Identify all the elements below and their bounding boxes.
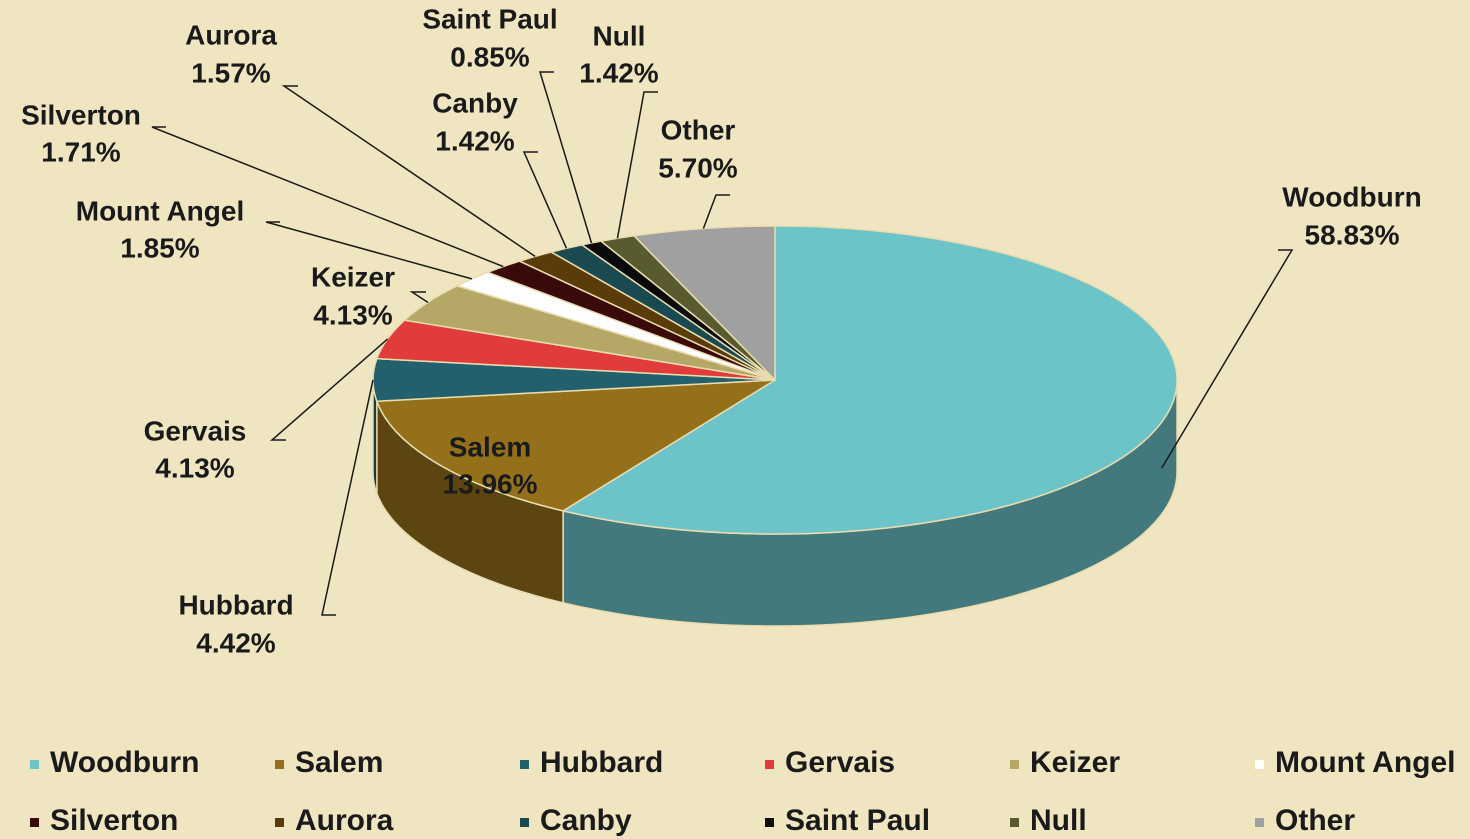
slice-label: Gervais [144, 415, 247, 446]
legend-label: Null [1030, 804, 1087, 837]
slice-value-label: 5.70% [658, 152, 737, 183]
legend-swatch [765, 760, 774, 769]
leader-line [321, 379, 374, 616]
slice-value-label: 4.13% [313, 299, 392, 330]
slice-label: Keizer [311, 261, 395, 292]
legend-swatch [1255, 818, 1264, 827]
leader-line [522, 151, 568, 249]
slice-value-label: 4.13% [155, 452, 234, 483]
leader-line [1160, 249, 1294, 469]
legend-label: Other [1275, 804, 1355, 837]
slice-label: Woodburn [1282, 181, 1421, 212]
slice-value-label: 1.42% [579, 57, 658, 88]
pie-slice [561, 225, 1178, 535]
legend-label: Mount Angel [1275, 746, 1456, 779]
slice-label: Other [661, 114, 736, 145]
slice-label: Mount Angel [76, 195, 244, 226]
leader-line [151, 126, 504, 268]
legend-swatch [275, 760, 284, 769]
legend-swatch [1255, 760, 1264, 769]
slice-value-label: 1.57% [191, 57, 270, 88]
legend-label: Silverton [50, 804, 178, 837]
slice-value-label: 0.85% [450, 41, 529, 72]
legend-swatch [30, 760, 39, 769]
slice-value-label: 4.42% [196, 627, 275, 658]
pie-slice [632, 225, 776, 382]
legend-swatch [30, 818, 39, 827]
legend-swatch [1010, 818, 1019, 827]
legend-label: Keizer [1030, 746, 1120, 779]
legend-label: Woodburn [50, 746, 199, 779]
legend-label: Hubbard [540, 746, 663, 779]
legend-swatch [275, 818, 284, 827]
legend-swatch [1010, 760, 1019, 769]
slice-value-label: 58.83% [1305, 219, 1400, 250]
leader-line [265, 221, 473, 280]
leader-line [702, 194, 730, 229]
slice-label: Silverton [21, 99, 141, 130]
slice-value-label: 1.42% [435, 125, 514, 156]
pie-slice [375, 379, 776, 512]
slice-label: Salem [449, 431, 532, 462]
leader-line [409, 291, 429, 303]
legend-swatch [520, 818, 529, 827]
legend-label: Saint Paul [785, 804, 930, 837]
slice-label: Hubbard [178, 589, 293, 620]
legend-label: Gervais [785, 746, 895, 779]
legend-swatch [765, 818, 774, 827]
slice-label: Null [593, 20, 646, 51]
slice-label: Canby [432, 87, 518, 118]
legend-label: Aurora [295, 804, 394, 837]
slice-value-label: 13.96% [443, 468, 538, 499]
legend-swatch [520, 760, 529, 769]
slice-value-label: 1.71% [41, 136, 120, 167]
slice-value-label: 1.85% [120, 232, 199, 263]
leader-line [538, 71, 593, 244]
leader-line [281, 85, 536, 258]
leader-line [270, 338, 388, 441]
leader-line [616, 91, 658, 239]
legend-label: Canby [540, 804, 632, 837]
slice-label: Aurora [185, 19, 277, 50]
slice-label: Saint Paul [422, 3, 557, 34]
legend-label: Salem [295, 746, 383, 779]
